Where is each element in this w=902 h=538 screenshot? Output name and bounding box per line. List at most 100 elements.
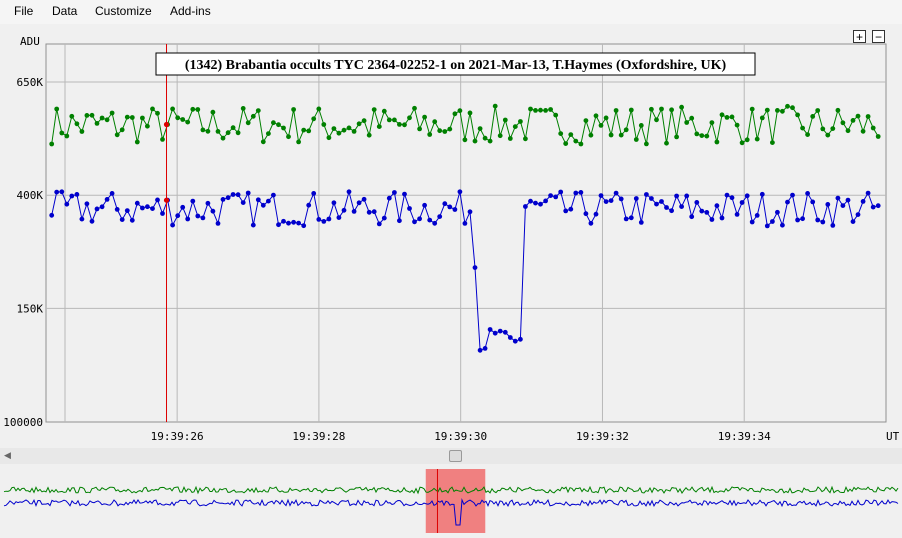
data-point — [800, 125, 805, 131]
data-point — [84, 113, 90, 118]
data-point — [790, 192, 795, 198]
data-point — [437, 128, 443, 134]
data-point — [407, 206, 412, 211]
data-point — [386, 195, 392, 201]
menu-file[interactable]: File — [14, 4, 34, 18]
data-point — [649, 106, 654, 112]
data-point — [689, 214, 695, 220]
data-point — [119, 127, 125, 133]
data-point — [276, 122, 281, 128]
data-point — [417, 126, 422, 132]
data-point — [311, 191, 317, 196]
data-point — [225, 130, 231, 136]
data-point — [805, 191, 810, 196]
data-point — [230, 125, 236, 131]
data-point — [467, 110, 473, 116]
data-point — [89, 112, 95, 118]
data-point — [497, 133, 503, 139]
data-point — [407, 115, 412, 121]
data-point — [865, 114, 871, 119]
data-point — [291, 219, 296, 225]
data-point — [669, 208, 674, 214]
data-point — [563, 208, 569, 214]
data-point — [502, 329, 508, 335]
data-point — [875, 134, 881, 139]
data-point — [129, 115, 135, 120]
data-point — [654, 117, 659, 123]
data-point — [734, 122, 740, 128]
data-point — [704, 210, 710, 215]
scroll-left-icon[interactable]: ◀ — [4, 450, 11, 460]
data-point — [810, 114, 816, 119]
data-point — [311, 116, 317, 122]
data-point — [250, 222, 256, 228]
data-point — [628, 107, 634, 113]
data-point — [548, 107, 553, 112]
data-point — [840, 203, 846, 209]
data-point — [74, 192, 80, 197]
data-point — [492, 330, 498, 336]
overview-chart[interactable] — [0, 464, 902, 538]
data-point — [351, 129, 357, 134]
data-point — [281, 125, 286, 131]
x-unit-label: UT — [886, 430, 900, 443]
data-point — [180, 204, 186, 210]
zoom-in-button[interactable]: + — [853, 30, 866, 43]
data-point — [744, 193, 750, 199]
data-point — [301, 127, 307, 133]
title-frame — [155, 52, 756, 76]
data-point — [618, 132, 624, 138]
data-point — [210, 208, 216, 214]
data-point — [124, 208, 130, 214]
data-point — [785, 199, 790, 205]
y-tick-label: 150K — [17, 302, 44, 315]
overview-panel[interactable] — [0, 464, 902, 538]
scrollbar-thumb[interactable] — [449, 450, 462, 462]
data-point — [568, 132, 574, 137]
data-point — [684, 193, 690, 199]
data-point — [402, 122, 407, 128]
data-point — [331, 126, 337, 131]
data-point — [175, 213, 181, 219]
data-point — [553, 112, 559, 118]
data-point — [714, 203, 720, 209]
data-point — [321, 122, 327, 127]
menu-customize[interactable]: Customize — [95, 4, 152, 18]
data-point — [764, 223, 770, 229]
data-point — [371, 107, 377, 112]
data-point — [296, 220, 301, 226]
plot-area[interactable]: 650K 400K 150K 100000 19:39:26 19:39:28 19:39:… — [0, 24, 902, 448]
data-point — [271, 120, 276, 126]
data-point — [160, 211, 165, 216]
data-point — [225, 195, 231, 201]
data-point — [150, 206, 155, 212]
data-point — [134, 200, 140, 206]
data-point — [734, 212, 740, 217]
data-point — [583, 118, 589, 123]
menu-data[interactable]: Data — [52, 4, 78, 18]
data-point — [644, 141, 649, 147]
menu-add-ins[interactable]: Add-ins — [170, 4, 211, 18]
data-point — [124, 114, 130, 120]
data-point — [195, 107, 201, 112]
data-point — [780, 108, 785, 114]
y-tick-label: 100000 — [3, 416, 43, 429]
data-point — [230, 192, 236, 197]
data-point — [69, 193, 75, 199]
light-curve-chart[interactable]: 650K 400K 150K 100000 19:39:26 19:39:28 19:39:… — [0, 24, 902, 448]
data-point — [613, 190, 619, 196]
data-point — [664, 140, 669, 146]
data-point — [593, 113, 599, 119]
data-point — [457, 189, 463, 195]
data-point — [392, 117, 397, 123]
data-point — [119, 217, 125, 223]
data-point — [664, 205, 669, 210]
y-tick-label: 400K — [17, 189, 44, 202]
data-point — [669, 107, 674, 113]
data-point — [145, 123, 150, 129]
data-point — [326, 135, 332, 141]
zoom-out-button[interactable]: − — [872, 30, 885, 43]
data-point — [412, 219, 417, 225]
data-point — [472, 265, 478, 270]
data-point — [467, 209, 473, 215]
